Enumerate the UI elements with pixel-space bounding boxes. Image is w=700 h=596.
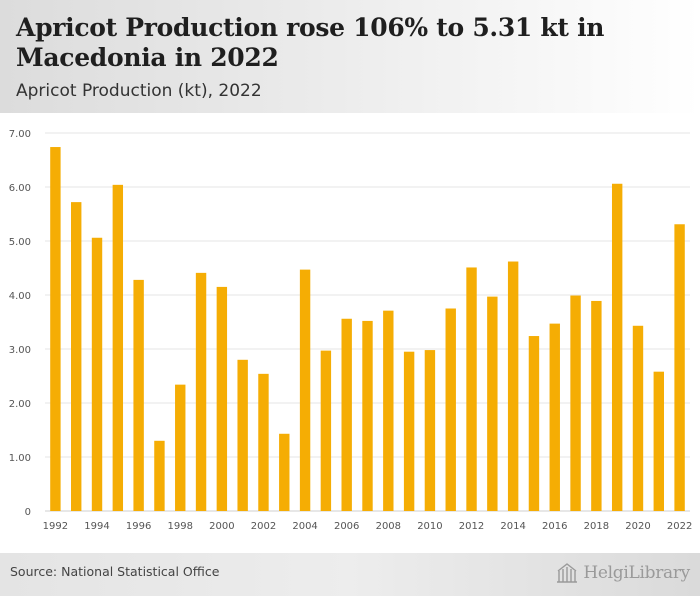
x-tick-label: 2010 bbox=[417, 521, 442, 532]
x-tick-label: 2022 bbox=[667, 521, 692, 532]
bar bbox=[507, 261, 519, 511]
bar bbox=[91, 237, 103, 511]
chart-area: 0 1.00 2.00 3.00 4.00 5.00 6.00 7.00 1992 1994 199… bbox=[0, 113, 700, 553]
chart-subtitle: Apricot Production (kt), 2022 bbox=[16, 81, 262, 101]
bar bbox=[71, 202, 82, 511]
y-tick-label: 6.00 bbox=[9, 183, 31, 194]
x-tick-label: 1994 bbox=[84, 521, 109, 532]
bar bbox=[674, 224, 685, 511]
bar bbox=[341, 318, 352, 511]
x-tick-label: 2004 bbox=[292, 521, 317, 532]
y-tick-label: 5.00 bbox=[9, 237, 31, 248]
bar bbox=[258, 373, 269, 511]
bar bbox=[424, 350, 436, 511]
bar bbox=[216, 286, 228, 511]
bar bbox=[299, 269, 311, 511]
bar bbox=[279, 433, 290, 511]
bar bbox=[591, 300, 602, 511]
bar bbox=[362, 320, 373, 511]
x-tick-label: 2016 bbox=[542, 521, 567, 532]
y-tick-label: 3.00 bbox=[9, 345, 31, 356]
x-tick-label: 1992 bbox=[43, 521, 68, 532]
x-tick-label: 2002 bbox=[251, 521, 276, 532]
x-tick-label: 2006 bbox=[334, 521, 359, 532]
x-tick-label: 1996 bbox=[126, 521, 151, 532]
x-tick-label: 1998 bbox=[168, 521, 193, 532]
bar bbox=[195, 272, 207, 511]
x-tick-label: 2012 bbox=[459, 521, 484, 532]
bar bbox=[653, 371, 664, 511]
x-tick-label: 2020 bbox=[625, 521, 650, 532]
chart-header: Apricot Production rose 106% to 5.31 kt … bbox=[0, 0, 700, 113]
y-tick-label: 0 bbox=[25, 507, 31, 518]
bar bbox=[154, 440, 165, 511]
bar bbox=[570, 295, 581, 511]
bar-chart: 0 1.00 2.00 3.00 4.00 5.00 6.00 7.00 1992 1994 199… bbox=[9, 129, 693, 532]
y-tick-label: 1.00 bbox=[9, 453, 31, 464]
logo-text: HelgiLibrary bbox=[583, 563, 690, 583]
bar bbox=[445, 308, 456, 511]
bar bbox=[549, 323, 560, 511]
bar bbox=[320, 350, 332, 511]
bar bbox=[175, 384, 186, 511]
bar bbox=[403, 351, 415, 511]
y-tick-label: 2.00 bbox=[9, 399, 31, 410]
bar bbox=[611, 183, 623, 511]
bar bbox=[487, 296, 498, 511]
bar bbox=[383, 310, 394, 511]
bar bbox=[133, 279, 144, 511]
helgi-library-logo[interactable]: HelgiLibrary bbox=[555, 560, 690, 586]
library-icon bbox=[557, 563, 578, 583]
y-tick-label: 7.00 bbox=[9, 129, 31, 140]
chart-title: Apricot Production rose 106% to 5.31 kt … bbox=[16, 13, 605, 72]
bar bbox=[50, 147, 61, 511]
bar bbox=[112, 184, 124, 511]
x-tick-label: 2014 bbox=[500, 521, 525, 532]
bar bbox=[466, 267, 477, 511]
bar bbox=[528, 336, 540, 511]
x-tick-label: 2008 bbox=[376, 521, 401, 532]
chart-footer: Source: National Statistical Office Helg… bbox=[0, 553, 700, 596]
bar bbox=[632, 325, 644, 511]
y-tick-label: 4.00 bbox=[9, 291, 31, 302]
source-note: Source: National Statistical Office bbox=[10, 564, 220, 579]
bar bbox=[237, 359, 248, 511]
x-tick-label: 2000 bbox=[209, 521, 234, 532]
x-tick-label: 2018 bbox=[584, 521, 609, 532]
